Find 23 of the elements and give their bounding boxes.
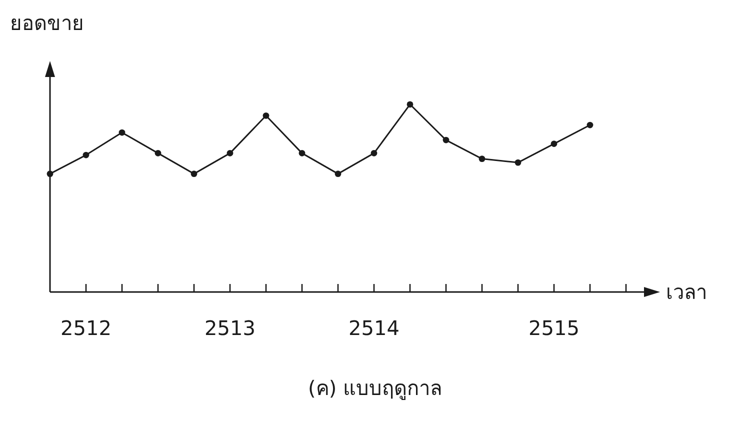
point xyxy=(82,152,90,158)
point xyxy=(226,150,234,156)
x-tick-label: 2512 xyxy=(60,316,112,340)
x-tick-label: 2514 xyxy=(348,316,400,340)
point xyxy=(262,112,270,119)
point xyxy=(370,150,378,156)
x-axis-title: เวลา xyxy=(666,280,707,304)
x-tick-label: 2513 xyxy=(204,316,256,340)
point xyxy=(46,170,54,178)
point xyxy=(514,159,522,166)
point xyxy=(298,150,306,156)
y-axis-title: ยอดขาย xyxy=(10,11,84,35)
point xyxy=(334,170,342,178)
point xyxy=(154,150,162,156)
point xyxy=(190,170,198,178)
point xyxy=(406,101,414,108)
point xyxy=(550,140,558,147)
x-tick-label: 2515 xyxy=(528,316,580,340)
point xyxy=(478,156,486,162)
point xyxy=(118,129,126,136)
text: (ค) แบบฤดูกาล xyxy=(308,376,442,401)
point xyxy=(442,136,450,144)
point xyxy=(586,122,594,128)
